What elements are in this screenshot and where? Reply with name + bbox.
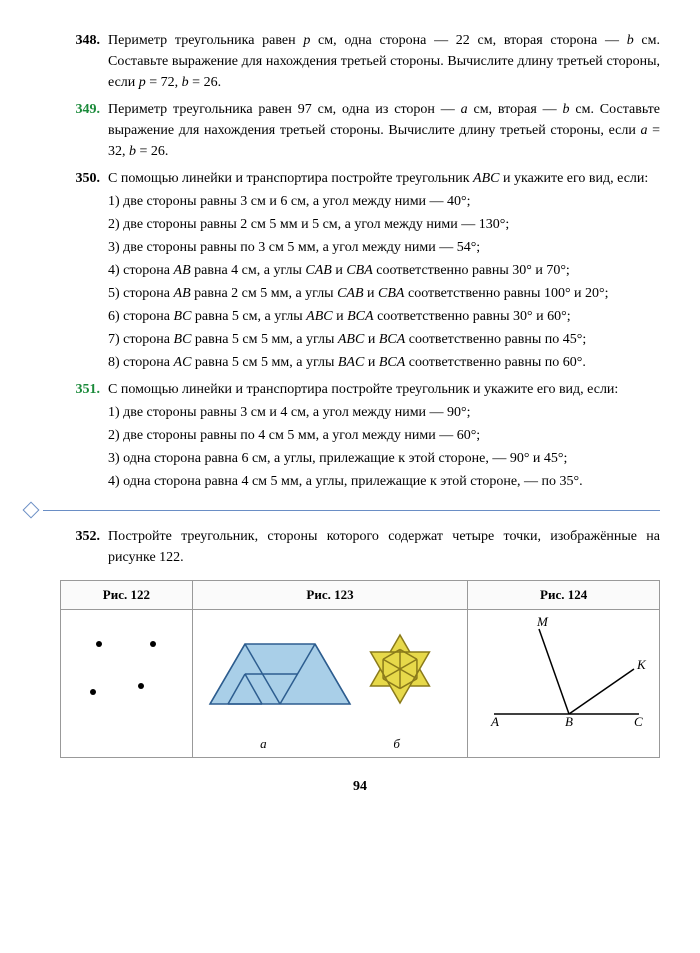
problem-text: 4) одна сторона равна 4 см 5 мм, а углы,… — [108, 471, 660, 492]
fig-124-lines: M K A B C — [479, 614, 649, 734]
diamond-icon — [23, 502, 40, 519]
fig-122-dots — [71, 614, 181, 724]
problem-text: 7) сторона BC равна 5 см 5 мм, а углы AB… — [108, 329, 660, 350]
svg-text:K: K — [636, 657, 647, 672]
problem-body: С помощью линейки и транспортира построй… — [108, 168, 660, 375]
problem: 349.Периметр треугольника равен 97 см, о… — [60, 99, 660, 164]
problem-text: 3) две стороны равны по 3 см 5 мм, а уго… — [108, 237, 660, 258]
fig-123-shapes — [200, 614, 460, 734]
fig-123-label-a: а — [260, 734, 267, 754]
problem-body: Постройте треугольник, стороны которого … — [108, 526, 660, 570]
svg-text:A: A — [490, 714, 499, 729]
fig-123-label-b: б — [393, 734, 400, 754]
problem-body: Периметр треугольника равен p см, одна с… — [108, 30, 660, 95]
problem-text: 5) сторона AB равна 2 см 5 мм, а углы CA… — [108, 283, 660, 304]
fig-header: Рис. 123 — [306, 587, 353, 602]
svg-text:C: C — [634, 714, 643, 729]
problem-text: 6) сторона BC равна 5 см, а углы ABC и B… — [108, 306, 660, 327]
problem-text: Периметр треугольника равен 97 см, одна … — [108, 99, 660, 162]
problem: 350.С помощью линейки и транспортира пос… — [60, 168, 660, 375]
svg-text:B: B — [565, 714, 573, 729]
problem-text: 8) сторона AC равна 5 см 5 мм, а углы BA… — [108, 352, 660, 373]
problem-352: 352. Постройте треугольник, стороны кото… — [60, 526, 660, 570]
fig-123-cell: а б — [192, 609, 468, 758]
svg-text:M: M — [536, 614, 549, 629]
problem-text: 4) сторона AB равна 4 см, а углы CAB и C… — [108, 260, 660, 281]
problem-body: С помощью линейки и транспортира построй… — [108, 379, 660, 494]
problem-text: С помощью линейки и транспортира построй… — [108, 379, 660, 400]
divider-line — [43, 510, 660, 511]
problem-body: Периметр треугольника равен 97 см, одна … — [108, 99, 660, 164]
problem-number: 351. — [60, 379, 108, 494]
problem-number: 352. — [60, 526, 108, 570]
problem-text: 2) две стороны равны по 4 см 5 мм, а уго… — [108, 425, 660, 446]
section-divider — [25, 504, 660, 516]
problem-number: 348. — [60, 30, 108, 95]
problem: 351.С помощью линейки и транспортира пос… — [60, 379, 660, 494]
problem-text: Постройте треугольник, стороны которого … — [108, 526, 660, 568]
fig-124-cell: M K A B C — [468, 609, 660, 758]
problem-number: 350. — [60, 168, 108, 375]
page: 348.Периметр треугольника равен p см, од… — [0, 0, 700, 817]
problem-text: 1) две стороны равны 3 см и 4 см, а угол… — [108, 402, 660, 423]
page-number: 94 — [60, 776, 660, 797]
problem-text: 3) одна сторона равна 6 см, а углы, прил… — [108, 448, 660, 469]
problem-text: С помощью линейки и транспортира построй… — [108, 168, 660, 189]
figures-table: Рис. 122 Рис. 123 Рис. 124 а б — [60, 580, 660, 758]
fig-header: Рис. 122 — [103, 587, 150, 602]
fig-header: Рис. 124 — [540, 587, 587, 602]
problem-text: Периметр треугольника равен p см, одна с… — [108, 30, 660, 93]
problem-text: 1) две стороны равны 3 см и 6 см, а угол… — [108, 191, 660, 212]
problems-list: 348.Периметр треугольника равен p см, од… — [60, 30, 660, 494]
problem-number: 349. — [60, 99, 108, 164]
problem: 348.Периметр треугольника равен p см, од… — [60, 30, 660, 95]
problem-text: 2) две стороны равны 2 см 5 мм и 5 см, а… — [108, 214, 660, 235]
fig-122-cell — [61, 609, 193, 758]
